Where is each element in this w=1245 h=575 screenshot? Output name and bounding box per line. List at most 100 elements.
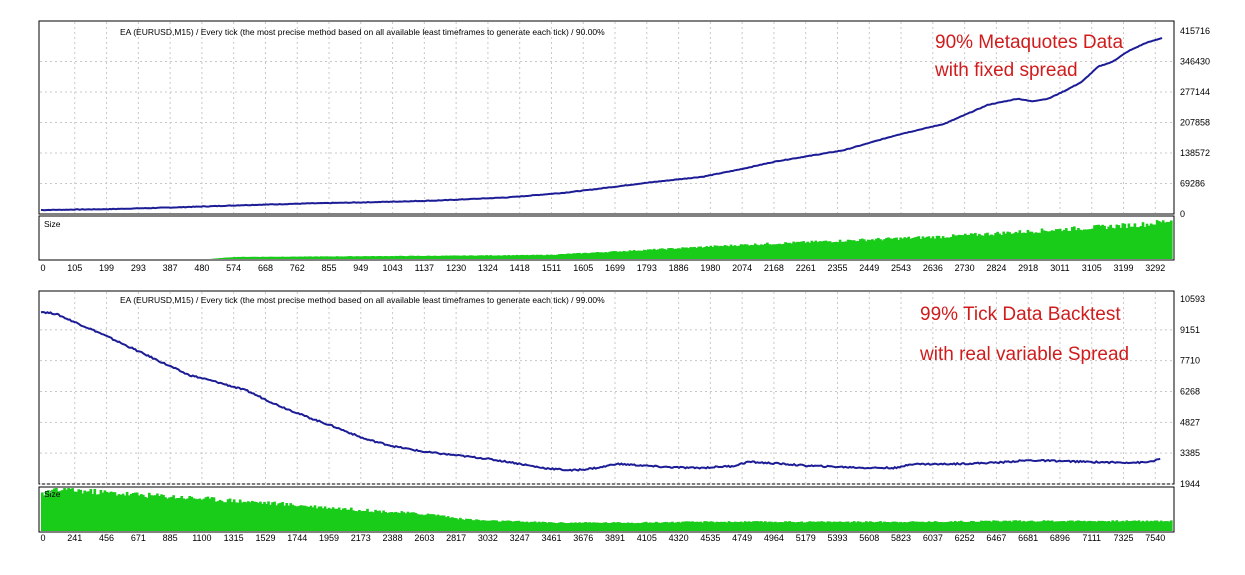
size-bar [875, 238, 878, 259]
size-bar [762, 522, 765, 531]
size-bar [269, 504, 272, 531]
size-bar [449, 517, 452, 531]
size-bar [49, 492, 52, 531]
size-bar [1137, 520, 1141, 531]
size-bar [818, 241, 822, 259]
size-bar [501, 520, 505, 531]
size-bar [206, 496, 210, 531]
x-tick-label: 7540 [1145, 533, 1165, 543]
x-tick-label: 0 [40, 263, 45, 273]
size-bar [586, 522, 589, 531]
size-bar [133, 492, 137, 531]
size-bar [505, 520, 509, 531]
size-bar [588, 253, 591, 259]
size-bar [644, 250, 648, 259]
size-bar [317, 506, 321, 531]
size-bar [962, 521, 965, 531]
size-bar [192, 498, 196, 531]
size-bar [1014, 231, 1018, 259]
size-bar [218, 258, 222, 259]
size-bar [481, 520, 484, 531]
size-bar [382, 256, 385, 259]
size-bar [384, 512, 387, 531]
size-bar [1014, 520, 1018, 531]
y-tick-label: 1944 [1180, 479, 1200, 489]
size-bar [339, 510, 343, 531]
size-bar [650, 249, 654, 259]
size-bar [372, 256, 375, 259]
size-bar [602, 252, 606, 259]
size-bar [586, 253, 589, 259]
size-bar [301, 505, 305, 531]
size-bar [915, 521, 919, 531]
size-bar [73, 491, 76, 531]
size-bar [560, 254, 563, 259]
size-bar [776, 522, 779, 531]
size-bar [602, 522, 606, 531]
size-bar [907, 236, 911, 259]
size-bar [852, 240, 856, 259]
size-bar [1147, 225, 1151, 259]
size-bar [756, 244, 759, 259]
size-bar [156, 493, 159, 531]
size-bar [362, 510, 365, 531]
size-bar [1123, 223, 1127, 259]
size-bar [539, 522, 543, 531]
size-bar [1089, 229, 1092, 259]
size-bar [271, 502, 274, 531]
size-bar [236, 256, 240, 259]
x-tick-label: 1511 [542, 263, 561, 273]
size-bar [511, 521, 515, 531]
x-tick-label: 668 [258, 263, 273, 273]
size-bar [103, 490, 107, 531]
size-bar [348, 256, 351, 259]
size-bar [824, 522, 828, 531]
size-bar [71, 488, 74, 531]
size-bar [606, 252, 610, 259]
size-bar [1077, 520, 1080, 531]
size-bar [1119, 227, 1123, 259]
size-bar [198, 498, 202, 531]
size-bar [331, 256, 335, 259]
size-bar [588, 522, 591, 531]
size-bar [346, 509, 349, 531]
size-bar [218, 499, 222, 531]
size-bar [749, 522, 753, 531]
size-bar [289, 256, 293, 259]
size-bar [622, 522, 626, 531]
size-bar [204, 497, 208, 531]
size-bar [1093, 225, 1096, 259]
size-bar [539, 254, 543, 259]
size-bar [392, 256, 396, 259]
size-bar [356, 511, 359, 531]
size-bar [677, 248, 680, 259]
size-bar [1151, 224, 1155, 259]
size-bar [414, 513, 418, 531]
size-bar [996, 520, 999, 531]
x-tick-label: 1793 [637, 263, 657, 273]
size-bar [418, 255, 422, 259]
size-bar [1020, 521, 1024, 531]
size-bar [315, 508, 319, 531]
size-bar [432, 255, 436, 259]
size-bar [354, 511, 357, 531]
size-bar [380, 512, 383, 531]
size-bar [285, 503, 289, 531]
size-bar [784, 242, 787, 259]
size-bar [675, 522, 678, 531]
size-bar [1008, 520, 1012, 531]
size-bar [275, 505, 278, 531]
size-bar [978, 521, 981, 531]
size-bar [774, 521, 777, 531]
size-bar [568, 523, 571, 531]
size-bar [802, 522, 806, 531]
size-bar [976, 235, 979, 259]
size-bar [711, 247, 715, 259]
size-bar [412, 255, 416, 259]
size-bar [162, 495, 165, 531]
size-bar [519, 521, 523, 531]
size-bar [1073, 226, 1076, 259]
size-bar [830, 522, 834, 531]
size-bar [457, 519, 460, 531]
size-bar [972, 521, 975, 531]
